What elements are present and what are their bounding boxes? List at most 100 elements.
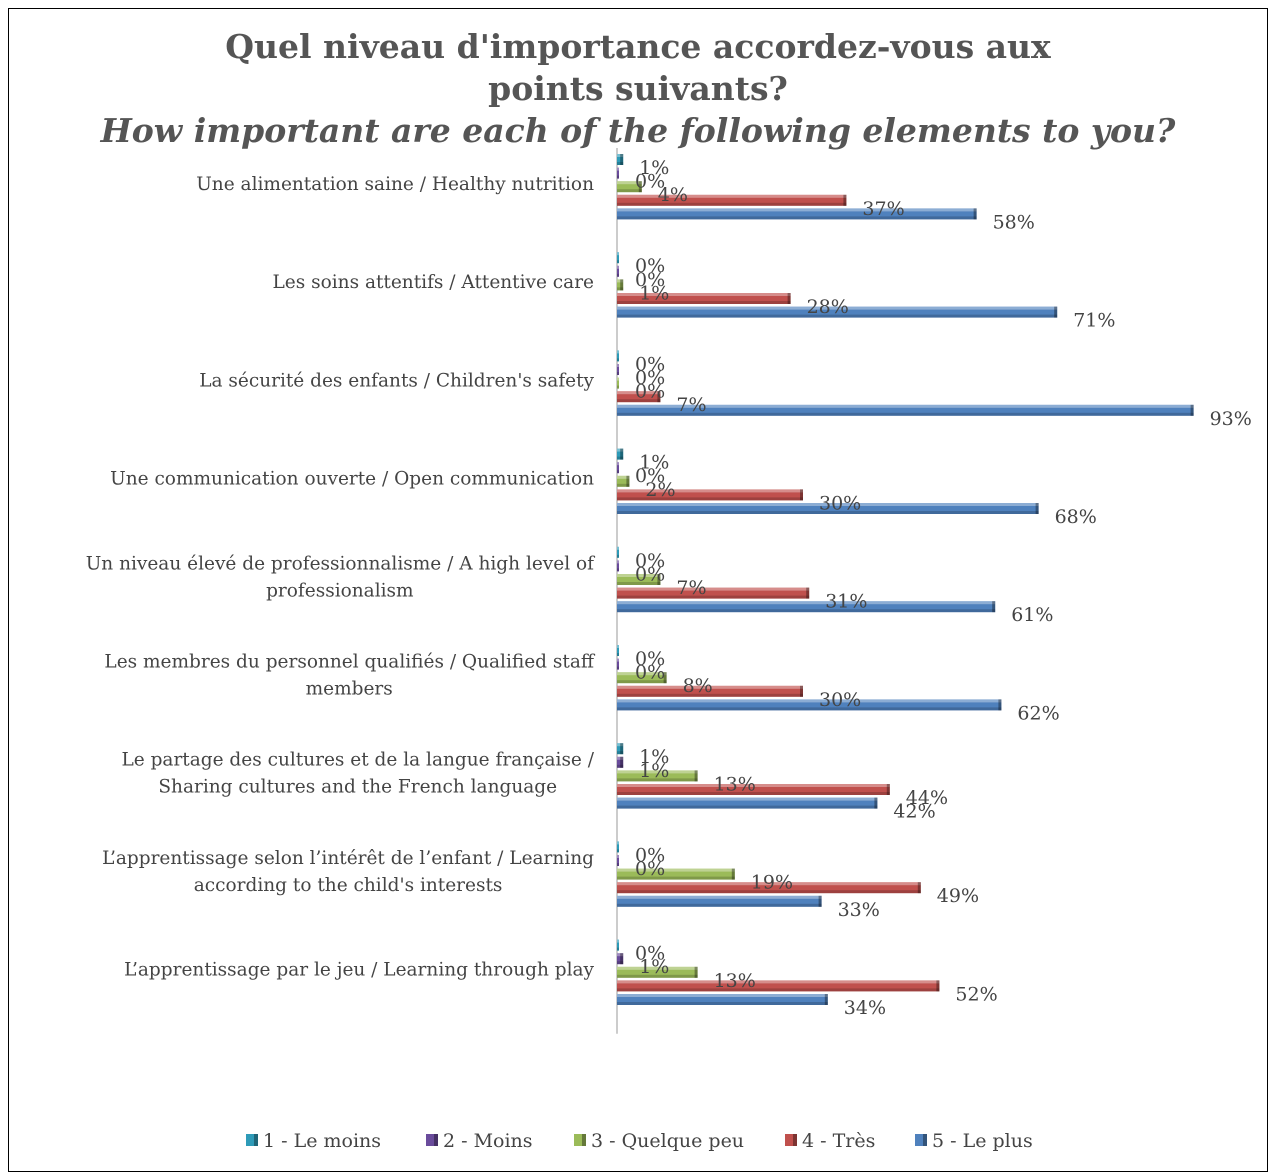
bar-5-le-plus-7 [617, 797, 878, 809]
bar-5-le-plus-9 [617, 994, 828, 1005]
value-label: 1% [639, 760, 669, 782]
bar-4-tr-s-6 [617, 685, 803, 697]
value-label: 62% [1017, 702, 1059, 724]
category-label: Sharing cultures and the French language [158, 777, 557, 798]
legend-label: 1 - Le moins [263, 1130, 381, 1152]
value-label: 2% [645, 479, 675, 501]
value-label: 4% [658, 184, 688, 206]
value-label: 0% [635, 662, 665, 684]
category-label: professionalism [266, 580, 414, 601]
chart-title-fr: Quel niveau d'importance accordez-vous a… [225, 27, 1051, 108]
bar-3-quelque-peu-6 [617, 672, 667, 684]
category-label: Les membres du personnel qualifiés / Qua… [104, 652, 595, 673]
value-label: 0% [635, 844, 665, 866]
bar-1-le-moins-4 [617, 448, 624, 460]
value-label: 13% [714, 970, 756, 992]
bar-2-moins-1 [617, 167, 619, 179]
legend-item-3-quelque-peu: 3 - Quelque peu [574, 1130, 744, 1152]
value-label: 1% [639, 956, 669, 978]
category-label: Une alimentation saine / Healthy nutriti… [196, 174, 594, 195]
category-label: La sécurité des enfants / Children's saf… [199, 370, 594, 391]
bar-2-moins-6 [617, 658, 619, 670]
category-label: Le partage des cultures et de la langue … [121, 750, 594, 771]
value-label: 7% [676, 577, 706, 599]
value-label: 0% [635, 550, 665, 572]
value-label: 1% [639, 157, 669, 179]
value-label: 0% [635, 381, 665, 403]
bar-1-le-moins-5 [617, 546, 619, 558]
value-label: 1% [639, 746, 669, 768]
value-label: 28% [807, 296, 849, 318]
value-label: 1% [639, 282, 669, 304]
bar-3-quelque-peu-8 [617, 868, 735, 880]
value-label: 37% [862, 198, 904, 220]
bar-5-le-plus-5 [617, 601, 996, 613]
value-label: 30% [819, 492, 861, 514]
value-label: 68% [1055, 506, 1097, 528]
bar-3-quelque-peu-3 [617, 377, 619, 389]
bar-4-tr-s-5 [617, 587, 810, 599]
bar-2-moins-8 [617, 855, 619, 866]
value-label: 42% [893, 801, 935, 823]
value-label: 31% [825, 591, 867, 613]
bar-1-le-moins-6 [617, 645, 619, 656]
legend-item-1-le-moins: 1 - Le moins [246, 1130, 381, 1152]
bar-5-le-plus-6 [617, 699, 1002, 711]
value-label: 0% [635, 255, 665, 277]
value-label: 0% [635, 171, 665, 193]
value-label: 0% [635, 858, 665, 880]
legend-item-5-le-plus: 5 - Le plus [915, 1130, 1033, 1152]
bar-3-quelque-peu-5 [617, 574, 661, 585]
category-label: Une communication ouverte / Open communi… [110, 469, 594, 490]
value-label: 1% [639, 452, 669, 474]
legend-label: 4 - Très [802, 1130, 875, 1152]
category-label: Les soins attentifs / Attentive care [273, 272, 595, 293]
value-label: 58% [993, 211, 1035, 233]
bar-4-tr-s-1 [617, 194, 847, 206]
value-label: 44% [906, 787, 948, 809]
bar-1-le-moins-2 [617, 252, 619, 264]
category-label: members [306, 679, 393, 700]
value-label: 30% [819, 689, 861, 711]
bar-2-moins-5 [617, 560, 619, 572]
value-label: 71% [1073, 310, 1115, 332]
value-label: 0% [635, 563, 665, 585]
category-label: Un niveau élevé de professionnalisme / A… [86, 553, 595, 574]
value-label: 61% [1011, 604, 1053, 626]
legend-item-2-moins: 2 - Moins [426, 1130, 533, 1152]
bar-5-le-plus-1 [617, 208, 977, 220]
bar-1-le-moins-9 [617, 939, 619, 951]
value-label: 0% [635, 353, 665, 375]
category-label: L’apprentissage selon l’intérêt de l’enf… [102, 848, 594, 869]
bar-4-tr-s-7 [617, 784, 890, 795]
bar-2-moins-3 [617, 364, 619, 375]
chart-subtitle-en: How important are each of the following … [100, 111, 1176, 150]
bar-3-quelque-peu-9 [617, 966, 698, 978]
legend-swatch [426, 1134, 438, 1146]
bar-5-le-plus-2 [617, 306, 1058, 318]
value-label: 33% [838, 899, 880, 921]
chart-title: Quel niveau d'importance accordez-vous a… [0, 26, 1270, 152]
value-label: 8% [683, 675, 713, 697]
bar-2-moins-9 [617, 953, 624, 965]
bar-4-tr-s-3 [617, 391, 661, 403]
bar-4-tr-s-8 [617, 882, 921, 894]
value-label: 0% [635, 465, 665, 487]
bar-2-moins-4 [617, 462, 619, 474]
bar-1-le-moins-3 [617, 350, 619, 362]
bar-5-le-plus-8 [617, 895, 822, 907]
legend-swatch [785, 1134, 797, 1146]
value-label: 0% [635, 648, 665, 670]
bar-4-tr-s-2 [617, 293, 791, 304]
value-label: 0% [635, 269, 665, 291]
bar-4-tr-s-4 [617, 489, 803, 501]
value-label: 93% [1210, 408, 1252, 430]
bar-3-quelque-peu-2 [617, 279, 624, 291]
legend-item-4-tr-s: 4 - Très [785, 1130, 875, 1152]
bar-1-le-moins-7 [617, 743, 624, 755]
legend-label: 3 - Quelque peu [591, 1130, 744, 1152]
bar-3-quelque-peu-4 [617, 475, 630, 487]
category-label: according to the child's interests [194, 875, 503, 896]
value-label: 7% [676, 394, 706, 416]
legend-swatch [915, 1134, 927, 1146]
